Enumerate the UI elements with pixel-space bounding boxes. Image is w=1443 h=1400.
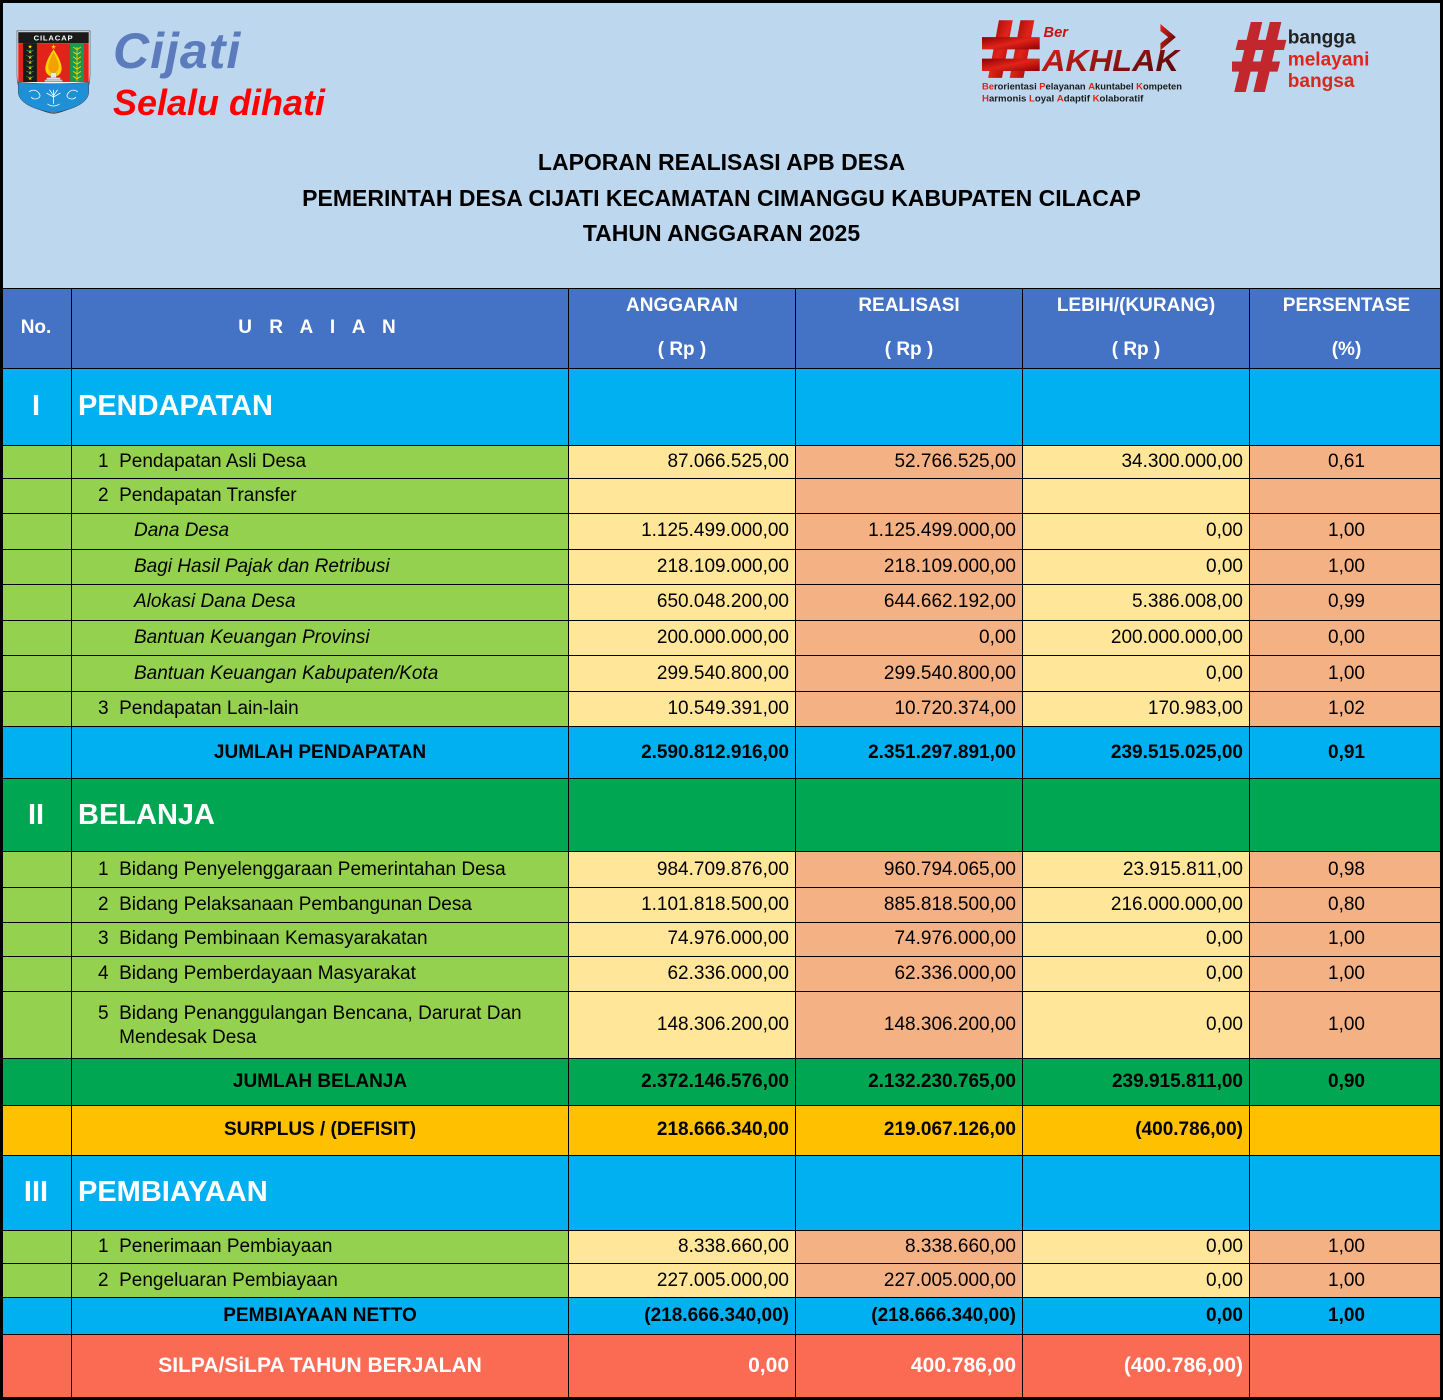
svg-text:bangga: bangga	[1288, 28, 1356, 49]
svg-text:bangsa: bangsa	[1288, 71, 1355, 92]
svg-text:Harmonis Loyal Adaptif Kolabor: Harmonis Loyal Adaptif Kolaboratif	[982, 94, 1144, 105]
svg-text:CILACAP: CILACAP	[34, 34, 74, 43]
svg-text:Ber: Ber	[1044, 25, 1070, 41]
svg-text:Berorientasi Pelayanan Akuntab: Berorientasi Pelayanan Akuntabel Kompete…	[982, 81, 1182, 92]
svg-text:melayani: melayani	[1288, 49, 1370, 70]
